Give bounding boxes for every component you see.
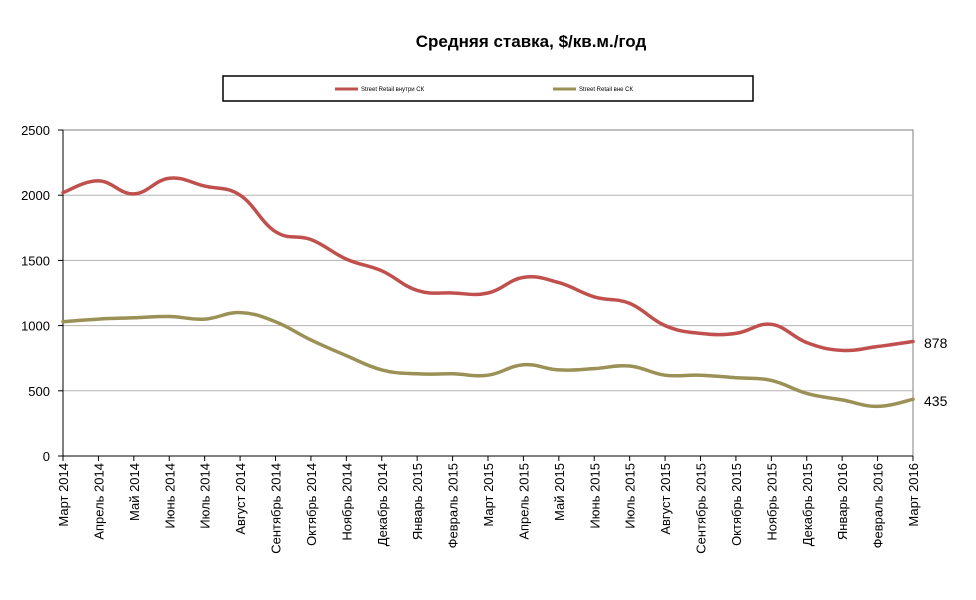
series-lines	[61, 176, 915, 409]
data-point	[487, 374, 490, 377]
x-tick-label: Август 2015	[658, 463, 673, 535]
x-tick-label: Декабрь 2015	[800, 463, 815, 546]
x-tick-label: Февраль 2015	[446, 463, 461, 548]
data-point	[416, 372, 419, 375]
data-point	[628, 302, 631, 305]
data-point	[168, 315, 171, 318]
legend-label-series-1: Street Retail внутри СК	[361, 87, 425, 93]
data-point	[203, 185, 206, 188]
x-tick-label: Июль 2015	[623, 463, 638, 529]
data-point	[345, 258, 348, 261]
data-point	[557, 368, 560, 371]
data-point	[876, 345, 879, 348]
data-point	[699, 374, 702, 377]
series-line-1	[61, 176, 915, 353]
x-tick-label: Май 2015	[552, 463, 567, 521]
data-point	[557, 281, 560, 284]
data-point	[380, 368, 383, 371]
legend-box	[222, 75, 754, 102]
x-tick-label: Ноябрь 2015	[764, 463, 779, 541]
x-tick-label: Апрель 2015	[516, 463, 531, 540]
x-tick-label: Январь 2016	[835, 463, 850, 540]
x-tick-label: Июль 2014	[198, 463, 213, 529]
x-tick-label: Октябрь 2014	[304, 463, 319, 546]
data-point	[734, 332, 737, 335]
x-tick-label: Сентябрь 2015	[694, 463, 709, 554]
data-point	[451, 292, 454, 295]
data-point	[912, 340, 915, 343]
gridlines	[63, 194, 913, 392]
data-point	[62, 320, 65, 323]
y-tick-label: 2500	[21, 123, 50, 138]
chart-title: Средняя ставка, $/кв.м./год	[416, 32, 647, 51]
y-tick-label: 0	[43, 449, 50, 464]
x-tick-label: Август 2014	[233, 463, 248, 535]
data-point	[345, 354, 348, 357]
data-point	[664, 374, 667, 377]
y-tick-label: 2000	[21, 188, 50, 203]
data-point	[309, 238, 312, 241]
data-point	[734, 376, 737, 379]
data-point	[168, 177, 171, 180]
data-point	[239, 194, 242, 197]
data-point	[841, 398, 844, 401]
y-tick-label: 1000	[21, 319, 50, 334]
data-point	[770, 379, 773, 382]
x-tick-label: Февраль 2016	[871, 463, 886, 548]
data-point	[416, 289, 419, 292]
data-point	[522, 276, 525, 279]
x-tick-label: Апрель 2014	[91, 463, 106, 540]
data-point	[451, 372, 454, 375]
x-tick-label: Март 2014	[56, 463, 71, 527]
data-point	[876, 405, 879, 408]
data-point	[62, 191, 65, 194]
data-point	[699, 332, 702, 335]
data-point	[132, 316, 135, 319]
end-label-series-2: 435	[924, 393, 948, 409]
data-point	[132, 192, 135, 195]
x-tick-label: Сентябрь 2014	[269, 463, 284, 554]
data-point	[522, 363, 525, 366]
data-point	[593, 295, 596, 298]
data-point	[274, 320, 277, 323]
data-point	[841, 349, 844, 352]
data-point	[593, 367, 596, 370]
x-tick-label: Декабрь 2014	[375, 463, 390, 546]
y-tick-label: 500	[28, 384, 50, 399]
y-axis: 0 500 1000 1500 2000 2500	[21, 123, 64, 464]
y-tick-label: 1500	[21, 253, 50, 268]
x-axis: Март 2014 Апрель 2014 Май 2014 Июнь 2014 Июл…	[56, 455, 921, 554]
data-point	[805, 341, 808, 344]
legend-label-series-2: Street Retail вне СК	[579, 87, 634, 93]
data-point	[274, 230, 277, 233]
x-tick-label: Май 2014	[127, 463, 142, 521]
x-tick-label: Ноябрь 2014	[339, 463, 354, 541]
data-point	[487, 292, 490, 295]
data-point	[770, 323, 773, 326]
series-line-2	[61, 310, 915, 409]
end-label-series-1: 878	[924, 335, 948, 351]
x-tick-label: Январь 2015	[410, 463, 425, 540]
x-tick-label: Октябрь 2015	[729, 463, 744, 546]
data-point	[912, 398, 915, 401]
data-point	[380, 269, 383, 272]
legend: Street Retail внутри СК Street Retail вн…	[222, 75, 754, 102]
data-point	[309, 338, 312, 341]
data-point	[628, 365, 631, 368]
data-point	[239, 311, 242, 314]
x-tick-label: Июнь 2015	[587, 463, 602, 529]
data-point	[805, 392, 808, 395]
x-tick-label: Март 2015	[481, 463, 496, 527]
data-point	[97, 179, 100, 182]
data-point	[203, 318, 206, 321]
x-tick-label: Июнь 2014	[162, 463, 177, 529]
data-point	[97, 318, 100, 321]
x-tick-label: Март 2016	[906, 463, 921, 527]
data-point	[664, 324, 667, 327]
